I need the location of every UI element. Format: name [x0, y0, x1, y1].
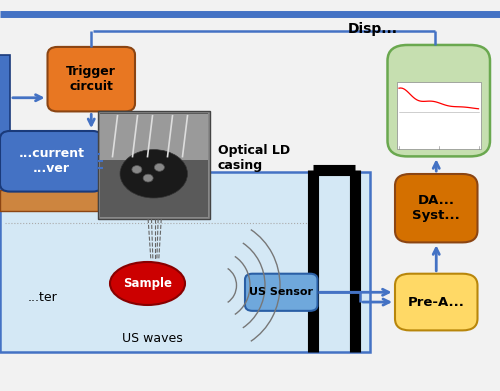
- Text: US Sensor: US Sensor: [249, 287, 313, 297]
- Circle shape: [132, 166, 142, 174]
- FancyBboxPatch shape: [0, 131, 102, 192]
- FancyBboxPatch shape: [0, 55, 10, 141]
- Text: Trigger
circuit: Trigger circuit: [66, 65, 116, 93]
- Text: DA...
Syst...: DA... Syst...: [412, 194, 460, 222]
- Text: Disp...: Disp...: [348, 22, 398, 36]
- Text: Sample: Sample: [123, 277, 172, 290]
- Text: Optical LD
casing: Optical LD casing: [218, 144, 290, 172]
- Ellipse shape: [120, 150, 188, 198]
- Text: US waves: US waves: [122, 332, 183, 345]
- FancyBboxPatch shape: [48, 47, 135, 111]
- Text: Pre-A...: Pre-A...: [408, 296, 465, 308]
- Ellipse shape: [110, 262, 185, 305]
- Text: ...current
...ver: ...current ...ver: [18, 147, 84, 175]
- FancyBboxPatch shape: [0, 172, 370, 352]
- FancyBboxPatch shape: [98, 111, 210, 219]
- FancyBboxPatch shape: [100, 113, 208, 217]
- FancyBboxPatch shape: [396, 82, 481, 149]
- FancyBboxPatch shape: [395, 274, 477, 330]
- FancyBboxPatch shape: [0, 190, 98, 211]
- FancyBboxPatch shape: [100, 113, 208, 160]
- Circle shape: [143, 174, 153, 182]
- Circle shape: [154, 163, 164, 171]
- FancyBboxPatch shape: [388, 45, 490, 156]
- FancyBboxPatch shape: [395, 174, 477, 242]
- FancyBboxPatch shape: [245, 274, 318, 311]
- Text: ...ter: ...ter: [28, 291, 57, 304]
